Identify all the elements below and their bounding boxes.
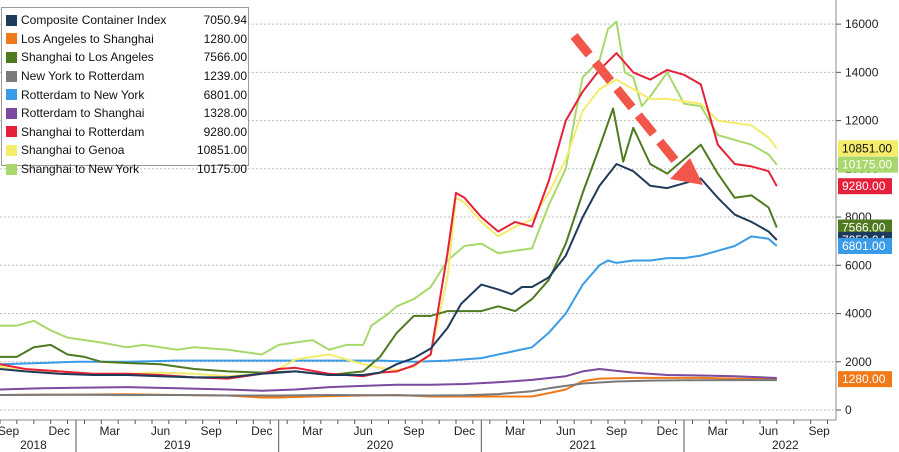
x-tick-label: Mar xyxy=(100,424,121,438)
legend-item-shanghai-to-genoa: Shanghai to Genoa 10851.00 xyxy=(6,141,248,160)
x-tick-label: Jun xyxy=(353,424,372,438)
legend-swatch xyxy=(6,144,17,156)
x-tick-label: Sep xyxy=(808,424,830,438)
x-year-label: 2022 xyxy=(772,438,799,452)
legend-series-name: Rotterdam to Shanghai xyxy=(21,106,145,121)
legend: Composite Container Index 7050.94 Los Ange… xyxy=(1,7,249,176)
x-tick-label: Sep xyxy=(403,424,425,438)
y-tick-label: 12000 xyxy=(845,114,879,128)
legend-series-name: Composite Container Index xyxy=(21,13,167,28)
x-year-label: 2021 xyxy=(569,438,596,452)
legend-series-value: 1280.00 xyxy=(203,31,247,46)
y-tick-label: 2000 xyxy=(845,355,872,369)
legend-series-value: 9280.00 xyxy=(203,124,247,139)
legend-item-shanghai-to-rotterdam: Shanghai to Rotterdam 9280.00 xyxy=(6,123,248,142)
down-trend-arrow-shaft xyxy=(570,33,682,167)
y-tick-label: 14000 xyxy=(845,65,879,79)
x-tick-label: Jun xyxy=(151,424,170,438)
value-tag-box-shanghai-to-genoa xyxy=(838,140,898,157)
legend-item-rotterdam-to-shanghai: Rotterdam to Shanghai 1328.00 xyxy=(6,104,248,123)
x-tick-label: Dec xyxy=(49,424,70,438)
x-year-label: 2019 xyxy=(164,438,191,452)
legend-series-value: 7566.00 xyxy=(203,50,247,65)
series-line-shanghai-to-los-angeles xyxy=(0,107,778,376)
legend-swatch xyxy=(6,107,17,119)
legend-swatch xyxy=(6,70,17,82)
x-tick-label: Sep xyxy=(200,424,222,438)
value-tag-box-shanghai-to-new-york xyxy=(838,156,898,173)
legend-series-name: Shanghai to Rotterdam xyxy=(21,124,145,139)
value-tag-label-rotterdam-to-new-york: 6801.00 xyxy=(842,239,886,253)
legend-item-shanghai-to-los-angeles: Shanghai to Los Angeles 7566.00 xyxy=(6,48,248,67)
y-tick-label: 16000 xyxy=(845,17,879,31)
legend-series-name: Shanghai to Los Angeles xyxy=(21,50,154,65)
series-line-rotterdam-to-shanghai xyxy=(0,368,777,392)
x-year-label: 2020 xyxy=(367,438,394,452)
value-tag-box-rotterdam-to-new-york xyxy=(838,237,892,254)
legend-swatch xyxy=(6,89,17,101)
x-tick-label: Jun xyxy=(556,424,575,438)
legend-series-name: Shanghai to Genoa xyxy=(21,143,125,158)
legend-item-los-angeles-to-shanghai: Los Angeles to Shanghai 1280.00 xyxy=(6,30,248,49)
legend-series-value: 10851.00 xyxy=(196,143,247,158)
value-tag-box-los-angeles-to-shanghai xyxy=(838,371,892,388)
legend-swatch xyxy=(6,33,17,45)
series-line-rotterdam-to-new-york xyxy=(0,235,778,366)
legend-item-rotterdam-to-new-york: Rotterdam to New York 6801.00 xyxy=(6,85,248,104)
legend-series-value: 6801.00 xyxy=(203,87,247,102)
legend-swatch xyxy=(6,163,17,175)
x-axis: Sep Dec Mar Jun Sep Dec Mar Jun Sep Dec Mar Jun Sep D… xyxy=(0,420,830,452)
x-tick-label: Sep xyxy=(606,424,628,438)
legend-swatch xyxy=(6,14,17,26)
value-tag-label-los-angeles-to-shanghai: 1280.00 xyxy=(842,372,886,386)
series-line-composite-container-index xyxy=(0,163,778,379)
value-tag-label-shanghai-to-rotterdam: 9280.00 xyxy=(842,179,886,193)
series-line-shanghai-to-genoa xyxy=(0,78,778,378)
x-tick-label: Sep xyxy=(0,424,20,438)
x-year-label: 2018 xyxy=(20,438,47,452)
y-tick-label: 6000 xyxy=(845,258,872,272)
x-tick-label: Mar xyxy=(505,424,526,438)
value-tag-label-shanghai-to-los-angeles: 7566.00 xyxy=(842,221,886,235)
value-tag-label-shanghai-to-genoa: 10851.00 xyxy=(842,141,892,155)
legend-series-name: Los Angeles to Shanghai xyxy=(21,31,154,46)
y-tick-label: 4000 xyxy=(845,307,872,321)
x-tick-label: Mar xyxy=(708,424,729,438)
x-tick-label: Jun xyxy=(759,424,778,438)
x-tick-label: Dec xyxy=(251,424,272,438)
legend-swatch xyxy=(6,126,17,138)
down-trend-arrow-head xyxy=(670,158,703,185)
series-line-shanghai-to-new-york xyxy=(0,20,778,356)
value-tag-box-shanghai-to-rotterdam xyxy=(838,178,892,195)
series-line-new-york-to-rotterdam xyxy=(0,379,777,397)
value-tags: 10851.0010175.009280.007566.007050.94680… xyxy=(838,140,898,388)
legend-item-shanghai-to-new-york: Shanghai to New York 10175.00 xyxy=(6,160,248,179)
x-tick-label: Dec xyxy=(454,424,475,438)
legend-item-composite-container-index: Composite Container Index 7050.94 xyxy=(6,11,248,30)
legend-series-value: 10175.00 xyxy=(196,162,247,177)
legend-item-new-york-to-rotterdam: New York to Rotterdam 1239.00 xyxy=(6,67,248,86)
legend-series-value: 1239.00 xyxy=(203,69,247,84)
legend-series-value: 1328.00 xyxy=(203,106,247,121)
y-tick-label: 0 xyxy=(845,403,852,417)
legend-swatch xyxy=(6,51,17,63)
y-axis: 0200040006000800010000120001400016000 xyxy=(0,17,879,417)
x-tick-label: Dec xyxy=(657,424,678,438)
down-trend-arrow xyxy=(570,33,703,185)
legend-series-value: 7050.94 xyxy=(203,13,247,28)
value-tag-label-shanghai-to-new-york: 10175.00 xyxy=(842,158,892,172)
legend-series-name: Shanghai to New York xyxy=(21,162,140,177)
value-tag-box-shanghai-to-los-angeles xyxy=(838,219,892,236)
legend-series-name: New York to Rotterdam xyxy=(21,69,145,84)
series-lines xyxy=(0,20,778,399)
axis-frame xyxy=(0,0,837,421)
x-tick-label: Mar xyxy=(302,424,323,438)
legend-series-name: Rotterdam to New York xyxy=(21,87,145,102)
